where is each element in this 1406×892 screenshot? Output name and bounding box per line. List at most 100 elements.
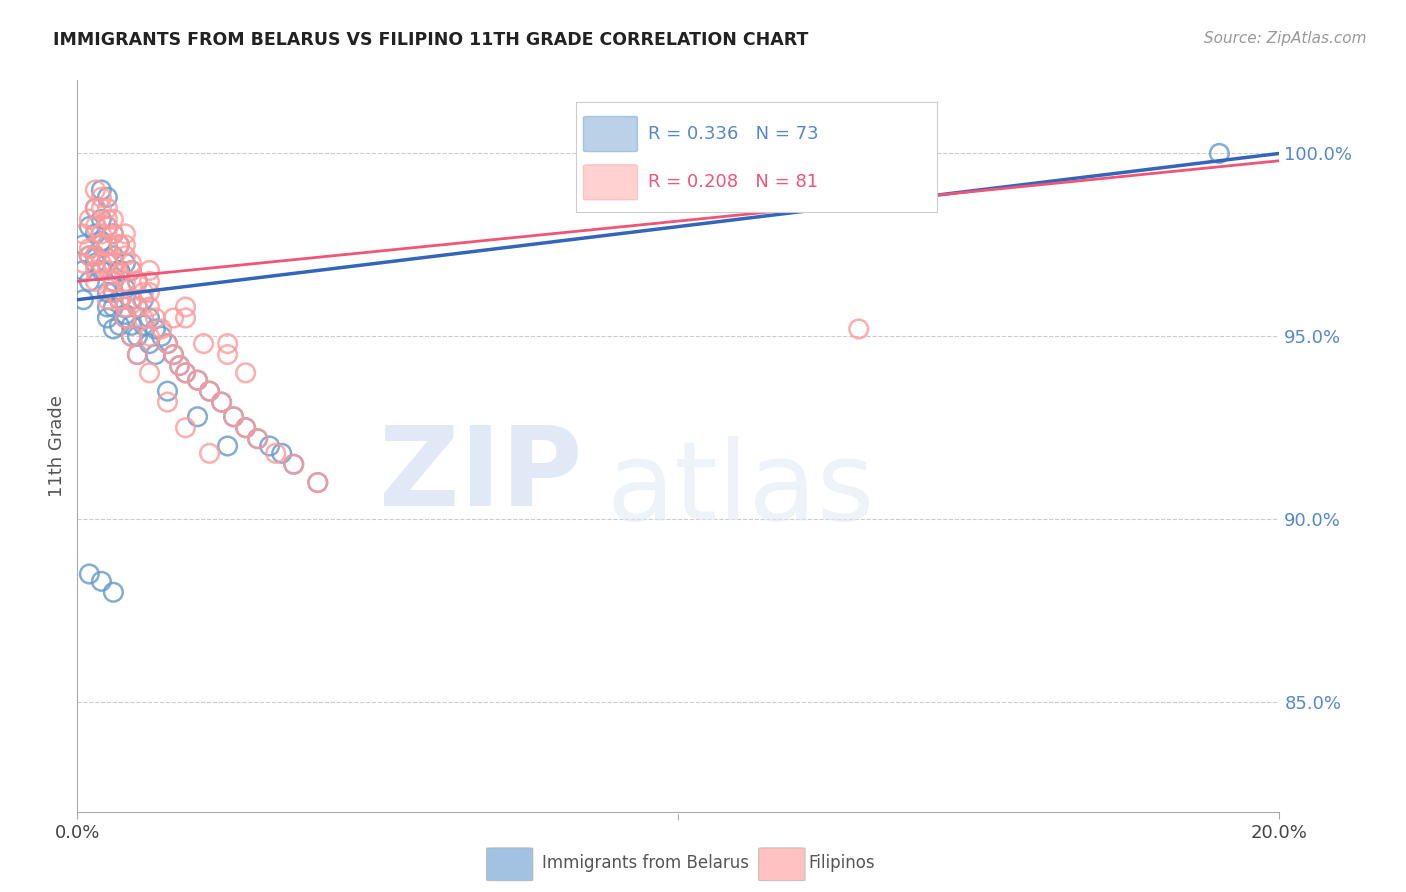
Point [96,237,118,252]
Point [84,249,107,263]
Point [84,256,107,270]
Point [222,409,245,424]
Point [156,395,179,409]
Point [90,574,112,589]
Point [72,237,94,252]
Text: R = 0.208   N = 81: R = 0.208 N = 81 [648,173,818,191]
Point [162,347,184,361]
Point [90,263,112,277]
Point [193,336,215,351]
Point [127,329,149,343]
Point [103,256,125,270]
Point [90,212,112,227]
Point [246,432,269,446]
Point [120,263,142,277]
Point [283,457,305,471]
Point [90,183,112,197]
Point [187,409,209,424]
Point [222,409,245,424]
Point [127,347,149,361]
Point [162,310,184,325]
FancyBboxPatch shape [583,117,637,152]
Text: Immigrants from Belarus: Immigrants from Belarus [543,854,749,872]
Point [138,300,160,314]
Point [103,300,125,314]
Point [79,242,101,256]
Point [84,227,107,241]
FancyBboxPatch shape [759,847,806,880]
Point [90,234,112,248]
Point [84,201,107,215]
Point [79,249,101,263]
Point [145,347,167,361]
Point [169,359,191,373]
Point [138,366,160,380]
Text: IMMIGRANTS FROM BELARUS VS FILIPINO 11TH GRADE CORRELATION CHART: IMMIGRANTS FROM BELARUS VS FILIPINO 11TH… [53,31,808,49]
Point [84,183,107,197]
Point [120,329,142,343]
Point [108,263,131,277]
Point [96,263,118,277]
Point [187,373,209,387]
Point [114,307,136,321]
Point [108,318,131,333]
Point [72,256,94,270]
Point [103,285,125,300]
Point [90,237,112,252]
Point [259,439,281,453]
Point [217,347,239,361]
Point [108,237,131,252]
Point [108,263,131,277]
Point [103,274,125,288]
Point [235,420,257,434]
FancyBboxPatch shape [583,165,637,200]
Point [79,219,101,234]
Point [103,585,125,599]
Point [174,366,197,380]
Point [127,300,149,314]
Point [198,384,221,398]
Point [96,285,118,300]
Point [96,201,118,215]
Point [108,237,131,252]
Point [138,285,160,300]
Point [114,310,136,325]
Point [72,293,94,307]
Point [114,310,136,325]
Point [90,256,112,270]
Point [211,395,233,409]
Point [96,310,118,325]
Point [90,201,112,215]
Point [307,475,329,490]
Text: Filipinos: Filipinos [808,854,875,872]
Y-axis label: 11th Grade: 11th Grade [48,395,66,497]
Point [169,359,191,373]
Point [138,329,160,343]
Point [108,293,131,307]
Point [198,384,221,398]
Point [145,310,167,325]
Point [156,336,179,351]
Point [156,336,179,351]
Point [84,219,107,234]
Point [211,395,233,409]
Point [120,318,142,333]
Text: ZIP: ZIP [378,422,582,529]
Point [120,256,142,270]
Point [103,212,125,227]
Point [1208,146,1230,161]
Point [72,227,94,241]
Point [246,432,269,446]
Point [174,420,197,434]
Point [114,256,136,270]
Point [127,274,149,288]
Point [235,366,257,380]
Point [174,366,197,380]
Point [120,263,142,277]
Point [90,227,112,241]
Point [79,249,101,263]
Point [96,190,118,204]
Point [79,566,101,581]
Point [217,336,239,351]
Point [103,227,125,241]
